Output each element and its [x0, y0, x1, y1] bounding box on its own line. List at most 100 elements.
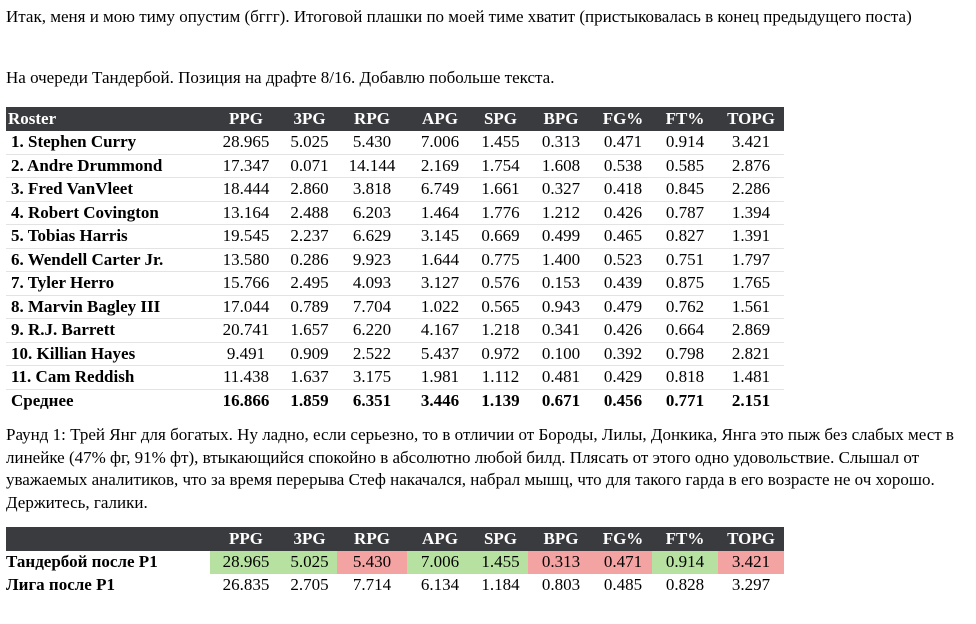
stat-cell: 28.965	[210, 551, 282, 574]
column-header: RPG	[337, 527, 407, 551]
stat-cell: 0.471	[594, 131, 652, 155]
stat-cell: 1.481	[718, 365, 784, 390]
stat-cell: 0.914	[652, 131, 718, 155]
table-row: 9. R.J. Barrett 20.741 1.657 6.220 4.167 1.21…	[6, 318, 784, 343]
team-name: Тандербой после Р1	[6, 552, 158, 572]
table-row: 7. Tyler Herro 15.766 2.495 4.093 3.127 0.576…	[6, 271, 784, 296]
table-row: 8. Marvin Bagley III 17.044 0.789 7.704 1.02…	[6, 295, 784, 319]
stat-cell: 0.392	[594, 342, 652, 366]
column-header: SPG	[473, 107, 528, 131]
stat-cell: 0.426	[594, 318, 652, 343]
stat-cell: 3.145	[407, 224, 473, 249]
column-header: 3PG	[282, 527, 337, 551]
roster-header-row: Roster PPG 3PG RPG APG SPG BPG FG% FT% TOPG	[6, 107, 784, 131]
stat-cell: 13.164	[210, 201, 282, 225]
stat-cell: 3.818	[337, 177, 407, 202]
stat-cell: 18.444	[210, 177, 282, 202]
stat-cell: 2.286	[718, 177, 784, 202]
column-header: 3PG	[282, 107, 337, 131]
column-header: APG	[407, 107, 473, 131]
stat-cell: 13.580	[210, 248, 282, 272]
stat-cell: 19.545	[210, 224, 282, 249]
player-name: 7. Tyler Herro	[6, 271, 210, 296]
column-header: FT%	[652, 527, 718, 551]
stat-cell: 0.972	[473, 342, 528, 366]
stat-cell: 0.465	[594, 224, 652, 249]
intro-paragraph: Итак, меня и мою тиму опустим (бггг). Ит…	[6, 7, 912, 26]
stat-cell: 0.481	[528, 365, 594, 390]
stat-cell: 0.664	[652, 318, 718, 343]
stat-cell: 1.765	[718, 271, 784, 296]
stat-cell: 3.297	[731, 574, 771, 594]
average-cell: 1.139	[481, 390, 520, 410]
stat-cell: 5.025	[282, 131, 337, 155]
stat-cell: 1.112	[473, 365, 528, 390]
average-cell: 3.446	[420, 390, 460, 410]
stat-cell: 20.741	[210, 318, 282, 343]
stat-cell: 0.538	[594, 154, 652, 178]
player-name: 3. Fred VanVleet	[6, 177, 210, 202]
average-cell: 1.859	[290, 390, 329, 410]
comparison-row: Лига после Р1 26.835 2.705 7.714 6.134 1.184 0…	[6, 574, 784, 597]
column-header: TOPG	[718, 107, 784, 131]
table-row: 11. Cam Reddish 11.438 1.637 3.175 1.981 1.11…	[6, 365, 784, 390]
stat-cell: 0.479	[594, 295, 652, 319]
column-header: FT%	[652, 107, 718, 131]
stat-cell: 9.923	[337, 248, 407, 272]
stat-cell: 0.313	[528, 131, 594, 155]
stat-cell: 2.876	[718, 154, 784, 178]
table-row: 5. Tobias Harris 19.545 2.237 6.629 3.145 0.6…	[6, 224, 784, 249]
stat-cell: 1.022	[407, 295, 473, 319]
player-name: 5. Tobias Harris	[6, 224, 210, 249]
stat-cell: 4.093	[337, 271, 407, 296]
table-row: 2. Andre Drummond 17.347 0.071 14.144 2.169 1…	[6, 154, 784, 178]
stat-cell: 11.438	[210, 365, 282, 390]
stat-cell: 2.237	[282, 224, 337, 249]
stat-cell: 0.341	[528, 318, 594, 343]
stat-cell: 9.491	[210, 342, 282, 366]
stat-cell: 0.426	[594, 201, 652, 225]
stat-cell: 0.943	[528, 295, 594, 319]
stat-cell: 2.169	[407, 154, 473, 178]
stat-cell: 17.044	[210, 295, 282, 319]
stat-cell: 0.286	[282, 248, 337, 272]
stat-cell: 1.218	[473, 318, 528, 343]
stat-cell: 6.134	[420, 574, 460, 594]
stat-cell: 3.127	[407, 271, 473, 296]
column-header: PPG	[210, 527, 282, 551]
stat-cell: 0.418	[594, 177, 652, 202]
team-name: Лига после Р1	[6, 574, 115, 594]
comparison-row: Тандербой после Р1 28.965 5.025 5.430 7.006 1…	[6, 551, 784, 574]
stat-cell: 2.495	[282, 271, 337, 296]
stat-cell: 1.608	[528, 154, 594, 178]
average-cell: 16.866	[222, 390, 270, 410]
stat-cell: 5.025	[282, 551, 337, 574]
stat-cell: 0.313	[528, 551, 594, 574]
table-row: 4. Robert Covington 13.164 2.488 6.203 1.464…	[6, 201, 784, 225]
stat-cell: 0.153	[528, 271, 594, 296]
average-row: Среднее 16.866 1.859 6.351 3.446 1.139 0.671 0.…	[6, 389, 784, 412]
stat-cell: 0.327	[528, 177, 594, 202]
stat-cell: 0.789	[282, 295, 337, 319]
stat-cell: 0.429	[594, 365, 652, 390]
draft-position-paragraph: На очереди Тандербой. Позиция на драфте …	[6, 68, 555, 87]
table-row: 6. Wendell Carter Jr. 13.580 0.286 9.923 1.6…	[6, 248, 784, 272]
column-header	[6, 527, 210, 551]
stat-cell: 1.394	[718, 201, 784, 225]
stat-cell: 1.754	[473, 154, 528, 178]
round-1-paragraph: Раунд 1: Трей Янг для богатых. Ну ладно,…	[6, 425, 954, 512]
average-cell: 2.151	[731, 390, 771, 410]
stat-cell: 0.499	[528, 224, 594, 249]
stat-cell: 2.860	[282, 177, 337, 202]
stat-cell: 0.828	[665, 574, 705, 594]
stat-cell: 1.391	[718, 224, 784, 249]
average-cell: 0.671	[541, 390, 581, 410]
stat-cell: 6.203	[337, 201, 407, 225]
player-name: 1. Stephen Curry	[6, 131, 210, 155]
stat-cell: 0.485	[603, 574, 643, 594]
stat-cell: 7.704	[337, 295, 407, 319]
stat-cell: 5.430	[337, 551, 407, 574]
stat-cell: 0.585	[652, 154, 718, 178]
stat-cell: 1.464	[407, 201, 473, 225]
